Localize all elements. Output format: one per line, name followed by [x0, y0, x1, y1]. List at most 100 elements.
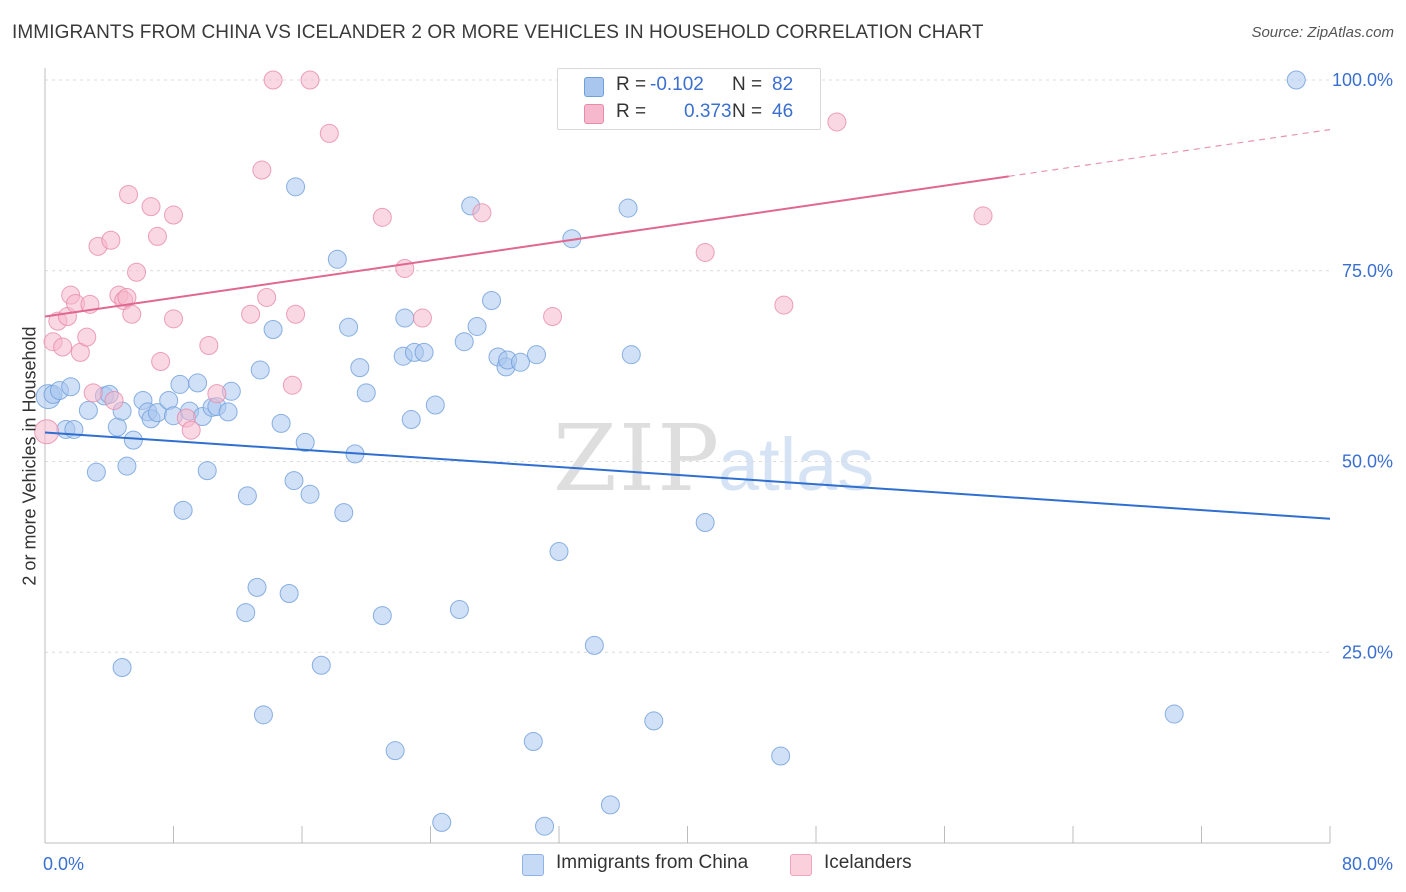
legend-r-value: -0.102	[650, 74, 704, 95]
icelander-point	[151, 352, 171, 372]
china-point	[1164, 704, 1184, 724]
icelander-point	[412, 308, 432, 328]
series-label-china: Immigrants from China	[556, 852, 749, 873]
watermark-zip: ZIP	[553, 405, 721, 512]
icelander-point	[286, 304, 306, 324]
icelander-point	[774, 295, 794, 315]
china-point	[467, 316, 487, 336]
china-point	[414, 342, 434, 362]
icelander-point	[973, 206, 993, 226]
chart-title: IMMIGRANTS FROM CHINA VS ICELANDER 2 OR …	[12, 22, 984, 43]
china-point	[286, 177, 306, 197]
china-point	[695, 513, 715, 533]
china-point	[237, 486, 257, 506]
legend-r-value: 0.373	[684, 101, 732, 122]
china-point	[339, 317, 359, 337]
icelander-point	[395, 258, 415, 278]
icelander-point	[181, 420, 201, 440]
china-point	[236, 603, 256, 623]
china-point	[510, 352, 530, 372]
legend-n-label: N =	[732, 74, 763, 95]
correlation-legend: R = -0.102 N = 82 R = 0.373 N = 46	[557, 68, 821, 130]
icelander-trend-extension	[1008, 129, 1331, 177]
icelander-point	[263, 70, 283, 90]
legend-n-label: N =	[732, 101, 763, 122]
china-point	[311, 655, 331, 675]
series-label-icelanders: Icelanders	[824, 852, 912, 873]
icelander-point	[300, 70, 320, 90]
watermark-atlas: atlas	[718, 423, 874, 506]
china-point	[621, 345, 641, 365]
icelander-point	[83, 383, 103, 403]
china-point	[618, 198, 638, 218]
icelander-point	[104, 390, 124, 410]
series-legend: Immigrants from China Icelanders	[0, 852, 1406, 878]
china-point	[173, 500, 193, 520]
china-point	[535, 816, 555, 836]
china-point	[356, 383, 376, 403]
icelander-point	[472, 203, 492, 223]
china-point	[385, 741, 405, 761]
legend-swatch-icelanders	[584, 104, 604, 124]
icelander-point	[252, 160, 272, 180]
china-point	[454, 332, 474, 352]
series-swatch-icelanders	[790, 854, 812, 876]
china-point	[584, 635, 604, 655]
x-tick-label-max: 80.0%	[1342, 854, 1393, 874]
icelander-point	[282, 375, 302, 395]
china-point	[123, 430, 143, 450]
china-point	[247, 577, 267, 597]
legend-swatch-china	[584, 77, 604, 97]
icelander-point	[319, 123, 339, 143]
china-point	[432, 812, 452, 832]
source-credit: Source: ZipAtlas.com	[1251, 24, 1394, 41]
china-point	[401, 410, 421, 430]
y-tick-label: 100.0%	[1332, 70, 1393, 90]
china-point	[112, 658, 132, 678]
x-tick-label-min: 0.0%	[43, 854, 84, 874]
china-point	[61, 377, 81, 397]
icelander-point	[53, 337, 73, 357]
china-point	[107, 417, 127, 437]
china-point	[600, 795, 620, 815]
china-point	[279, 583, 299, 603]
icelander-point	[164, 309, 183, 329]
china-point	[263, 320, 283, 340]
china-point	[334, 503, 354, 523]
china-point	[372, 606, 392, 626]
china-point	[78, 400, 98, 420]
china-point	[527, 345, 547, 365]
china-point	[350, 358, 370, 378]
icelander-point	[207, 384, 227, 404]
china-point	[170, 374, 190, 394]
legend-r-label: R =	[616, 74, 647, 95]
china-point	[284, 471, 304, 491]
china-point	[395, 308, 415, 328]
china-point	[644, 711, 664, 731]
china-point	[523, 732, 543, 752]
china-point	[327, 249, 347, 269]
china-point	[300, 484, 320, 504]
y-tick-label: 75.0%	[1342, 261, 1393, 281]
legend-n-value: 46	[772, 101, 794, 122]
china-point	[253, 705, 273, 725]
icelander-point	[372, 207, 392, 227]
china-point	[295, 432, 315, 452]
china-point	[86, 462, 106, 482]
china-point	[449, 600, 469, 620]
icelander-point	[77, 327, 97, 347]
china-point	[188, 373, 208, 393]
icelander-point	[241, 304, 261, 324]
china-point	[197, 461, 217, 481]
legend-r-label: R =	[616, 101, 647, 122]
icelander-point	[141, 197, 161, 217]
china-point	[271, 413, 291, 433]
china-point	[549, 542, 569, 562]
china-point	[482, 291, 502, 311]
icelander-point	[122, 304, 142, 324]
icelander-point	[695, 242, 715, 262]
icelander-point	[127, 262, 147, 282]
icelander-trend-line	[44, 175, 1009, 318]
y-tick-label: 25.0%	[1342, 642, 1393, 662]
